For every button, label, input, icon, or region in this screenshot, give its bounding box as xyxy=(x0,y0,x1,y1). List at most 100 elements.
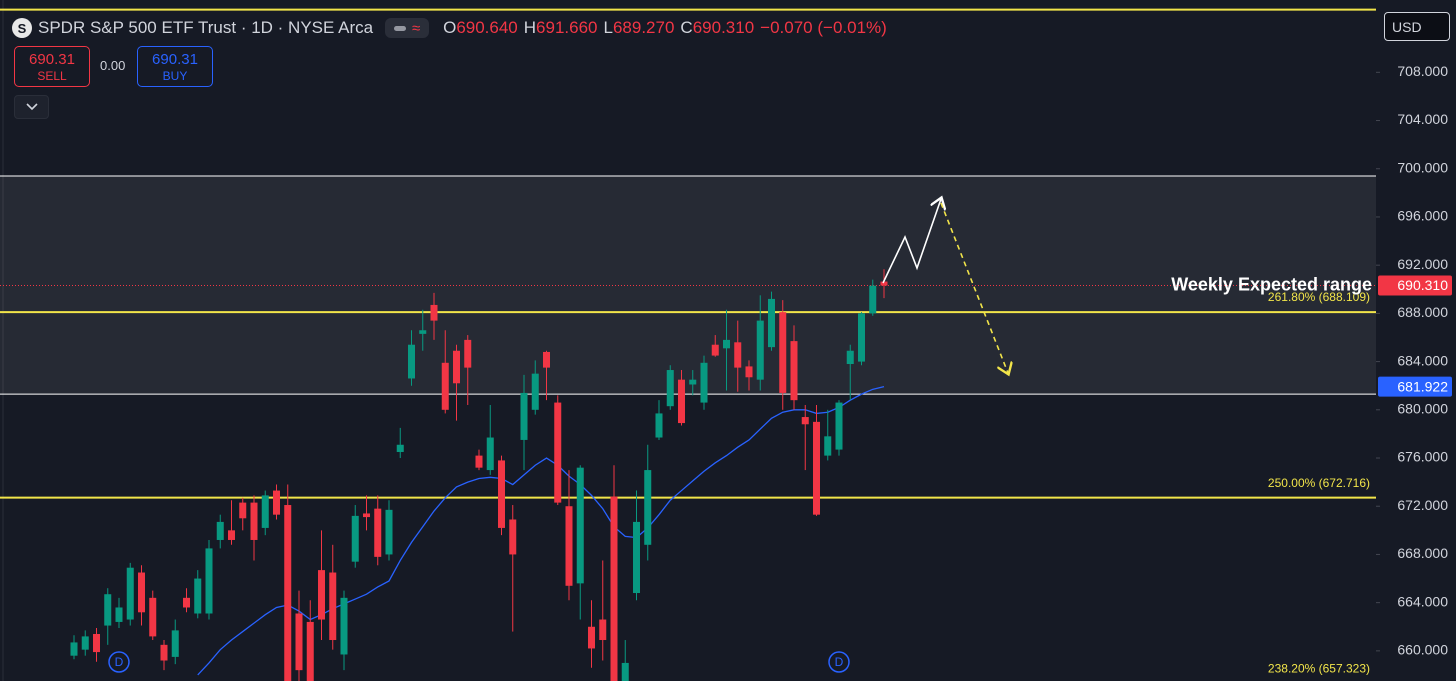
candle-body xyxy=(498,460,505,528)
candle-body xyxy=(228,530,235,540)
candle-body xyxy=(284,505,292,681)
candle-body xyxy=(81,636,89,650)
candle-body xyxy=(340,597,348,655)
candle-body xyxy=(385,509,393,555)
candle-body xyxy=(70,642,78,656)
last-price-badge xyxy=(1378,275,1452,296)
candle-body xyxy=(205,548,213,614)
candle-body xyxy=(633,521,640,594)
candle-body xyxy=(351,515,359,562)
moving-average xyxy=(197,386,885,676)
symbol-header: S SPDR S&P 500 ETF Trust · 1D · NYSE Arc… xyxy=(12,16,887,40)
candle-body xyxy=(644,470,652,545)
y-tick-label: 708.000 xyxy=(1397,63,1448,79)
candle-body xyxy=(115,607,123,622)
candle-body xyxy=(531,373,539,410)
event-label: D xyxy=(835,655,844,669)
candle-body xyxy=(666,370,674,407)
ohlc-value: 690.310 xyxy=(692,18,755,37)
ohlc-key: C xyxy=(680,18,693,37)
candle-body xyxy=(835,402,843,450)
candle-body xyxy=(374,508,382,557)
ohlc-key: H xyxy=(523,18,537,37)
candle-body xyxy=(475,455,483,468)
buy-button[interactable]: 690.31 BUY xyxy=(137,46,213,87)
candle-body xyxy=(711,344,719,356)
projection-arrow xyxy=(882,199,941,284)
ohlc-key: O xyxy=(443,18,457,37)
candle-body xyxy=(756,320,764,380)
candle-body xyxy=(183,597,190,608)
candle-body xyxy=(239,502,247,519)
candle-body xyxy=(250,502,258,540)
candle-body xyxy=(846,350,854,365)
chevron-icon xyxy=(25,103,38,111)
sell-button[interactable]: 690.31 SELL xyxy=(14,46,90,87)
collapse-button[interactable] xyxy=(14,95,49,119)
event-marker xyxy=(108,651,130,673)
y-tick-label: 672.000 xyxy=(1397,497,1448,513)
candle-body xyxy=(464,339,472,368)
drawings xyxy=(882,199,1008,373)
candle-body xyxy=(869,285,877,314)
ma-badge xyxy=(1378,376,1452,397)
candle-body xyxy=(554,402,562,503)
ma-label: 681.922 xyxy=(1397,378,1448,394)
level-label: 238.20% (657.323) xyxy=(1268,661,1370,675)
buy-label: BUY xyxy=(162,68,188,83)
y-tick-label: 680.000 xyxy=(1397,401,1448,417)
candle-body xyxy=(194,578,202,614)
candle-body xyxy=(779,312,787,393)
chip-icon xyxy=(393,25,406,31)
y-tick-label: 692.000 xyxy=(1397,256,1448,272)
ohlc-value: 690.640 xyxy=(456,18,518,37)
price-change: −0.070 (−0.01%) xyxy=(760,18,887,37)
candle-body xyxy=(486,437,494,471)
candle-body xyxy=(565,506,573,586)
candle-body xyxy=(149,597,157,637)
y-tick-label: 704.000 xyxy=(1397,111,1448,127)
candle-body xyxy=(734,342,742,368)
y-tick-label: 684.000 xyxy=(1397,352,1448,368)
candle-body xyxy=(576,467,584,584)
candle-body xyxy=(396,444,404,452)
candle-body xyxy=(306,621,314,681)
indicator-chip[interactable]: ≈ xyxy=(385,18,430,38)
candle-body xyxy=(689,379,697,385)
candle-body xyxy=(813,421,820,515)
candle-body xyxy=(93,633,100,653)
candle-body xyxy=(610,496,618,681)
y-tick-label: 696.000 xyxy=(1397,208,1448,224)
ohlc-key: L xyxy=(603,18,613,37)
candle-body xyxy=(655,413,663,438)
candle-body xyxy=(621,662,629,681)
candle-body xyxy=(160,644,168,661)
candle-body xyxy=(678,379,685,424)
y-tick-label: 660.000 xyxy=(1397,642,1448,658)
candle-body xyxy=(768,298,775,348)
candle-body xyxy=(801,417,809,425)
y-tick-label: 700.000 xyxy=(1397,159,1448,175)
buy-price: 690.31 xyxy=(152,50,198,68)
sell-label: SELL xyxy=(37,68,67,83)
candle-body xyxy=(453,350,460,384)
pullback-arrow xyxy=(940,202,1008,373)
candle-body xyxy=(858,313,865,362)
candle-body xyxy=(363,513,370,518)
candle-body xyxy=(441,362,449,410)
candle-body xyxy=(599,619,607,641)
candle-body xyxy=(588,626,595,649)
ohlc-value: 689.270 xyxy=(612,18,675,37)
level-label: 250.00% (672.716) xyxy=(1268,476,1370,490)
candle-body xyxy=(104,594,112,626)
y-tick-label: 668.000 xyxy=(1397,545,1448,561)
symbol-title[interactable]: SPDR S&P 500 ETF Trust · 1D · NYSE Arca xyxy=(38,18,374,37)
level-label: 261.80% (688.109) xyxy=(1268,290,1370,304)
expected-range-label: Weekly Expected range xyxy=(1171,274,1372,294)
spread: 0.00 xyxy=(100,58,126,73)
candle-body xyxy=(408,344,415,379)
candle-body xyxy=(723,339,730,349)
currency-button[interactable]: USD xyxy=(1384,12,1450,41)
event-label: D xyxy=(115,655,124,669)
